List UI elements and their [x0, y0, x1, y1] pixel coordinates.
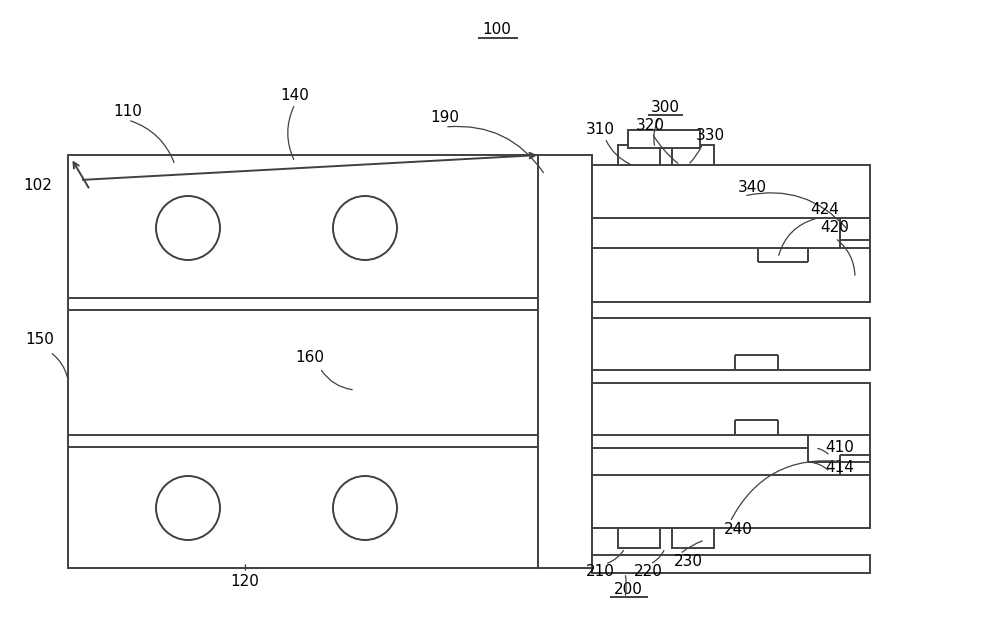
Bar — [618, 145, 660, 165]
Bar — [592, 165, 870, 218]
Text: 102: 102 — [24, 177, 52, 192]
Text: 300: 300 — [650, 100, 680, 115]
Text: 160: 160 — [296, 350, 324, 366]
Bar — [672, 145, 714, 165]
Text: 330: 330 — [695, 127, 725, 142]
Bar — [592, 383, 870, 435]
Text: 110: 110 — [114, 105, 142, 120]
Circle shape — [333, 196, 397, 260]
Bar — [592, 555, 870, 573]
Text: 210: 210 — [586, 564, 614, 579]
Bar — [538, 155, 592, 568]
Text: 340: 340 — [738, 181, 767, 196]
Text: 190: 190 — [430, 110, 460, 125]
Text: 424: 424 — [811, 203, 839, 218]
Text: 100: 100 — [483, 23, 511, 38]
Circle shape — [156, 476, 220, 540]
Text: 120: 120 — [231, 574, 259, 589]
Bar — [592, 248, 870, 302]
Bar — [618, 528, 660, 548]
Circle shape — [156, 196, 220, 260]
Text: 220: 220 — [634, 564, 662, 579]
Text: 140: 140 — [281, 88, 309, 102]
Text: 240: 240 — [724, 522, 752, 537]
Text: 420: 420 — [821, 221, 849, 236]
Bar — [628, 130, 700, 148]
Text: 414: 414 — [826, 460, 854, 475]
Text: 410: 410 — [826, 441, 854, 455]
Text: 230: 230 — [674, 554, 702, 569]
Circle shape — [333, 476, 397, 540]
Text: 150: 150 — [26, 332, 54, 347]
Bar — [672, 528, 714, 548]
Text: 320: 320 — [636, 117, 664, 132]
Text: 310: 310 — [586, 122, 614, 137]
Bar — [592, 475, 870, 528]
Bar — [592, 318, 870, 370]
Text: 200: 200 — [614, 582, 642, 598]
Bar — [68, 155, 538, 568]
